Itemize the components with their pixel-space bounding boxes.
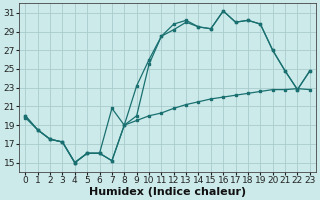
X-axis label: Humidex (Indice chaleur): Humidex (Indice chaleur) (89, 187, 246, 197)
